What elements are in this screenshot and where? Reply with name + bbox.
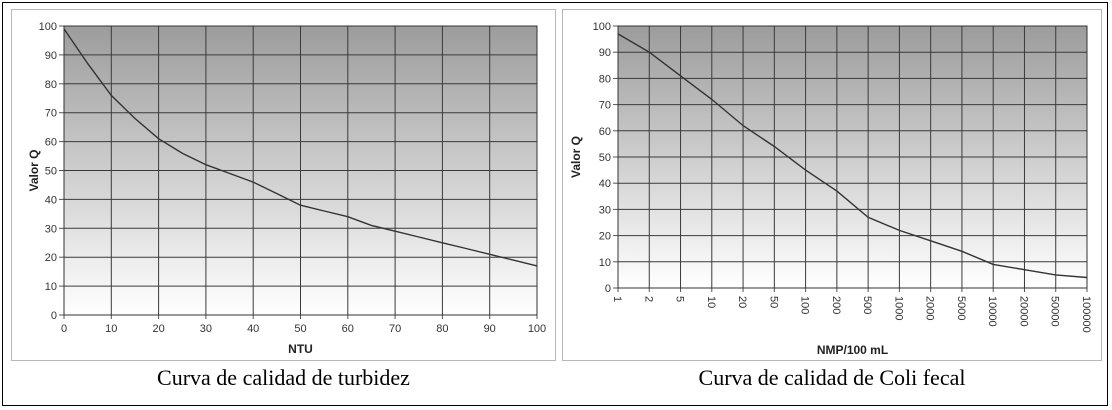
y-tick-label: 90: [599, 47, 611, 59]
y-tick-label: 40: [599, 178, 611, 190]
x-tick-label: 5: [674, 296, 686, 302]
x-tick-label: 100: [799, 296, 811, 314]
turbidity-chart: 0 10 20 30 40 50 60 70 80 90 100 0 10 20 30 40 50 60 70 80 9…: [27, 21, 546, 356]
x-tick-label: 200: [830, 296, 842, 314]
x-tick-label: 2: [642, 296, 654, 302]
y-tick-label: 0: [51, 310, 57, 322]
y-axis-title: Valor Q: [569, 136, 583, 178]
y-tick-label: 80: [599, 73, 611, 85]
x-tick-label: 60: [342, 323, 354, 335]
x-tick-label: 0: [61, 323, 67, 335]
x-axis-title: NMP/100 mL: [817, 343, 888, 357]
x-axis-title: NTU: [288, 342, 313, 356]
x-tick-label: 1: [611, 296, 623, 302]
y-tick-label: 10: [45, 281, 57, 293]
x-tick-label: 500: [861, 296, 873, 314]
y-tick-label: 70: [599, 100, 611, 112]
x-tick-label: 30: [200, 323, 212, 335]
coliform-caption: Curva de calidad de Coli fecal: [698, 365, 966, 390]
y-tick-label: 30: [599, 204, 611, 216]
y-tick-label: 100: [593, 21, 611, 33]
y-tick-label: 40: [45, 194, 57, 206]
y-tick-label: 30: [45, 223, 57, 235]
plot-border: [63, 25, 538, 316]
y-tick-label: 90: [45, 50, 57, 62]
plot-border: [617, 25, 1088, 289]
x-tick-label: 90: [484, 323, 496, 335]
y-tick-label: 100: [39, 21, 57, 33]
series-line: [617, 33, 1088, 279]
y-tick-label: 20: [45, 252, 57, 264]
y-tick-label: 60: [599, 126, 611, 138]
x-tick-label: 50: [767, 296, 779, 308]
y-tick-label: 50: [599, 152, 611, 164]
y-tick-label: 20: [599, 231, 611, 243]
x-tick-label: 10: [105, 323, 117, 335]
x-tick-label: 80: [436, 323, 448, 335]
x-tick-label: 100000: [1080, 296, 1092, 333]
series-line: [63, 28, 538, 267]
x-tick-label: 5000: [955, 296, 967, 320]
y-tick-label: 10: [599, 257, 611, 269]
x-tick-label: 10000: [986, 296, 998, 327]
x-tick-label: 100: [528, 323, 546, 335]
y-axis-title: Valor Q: [27, 149, 41, 191]
y-tick-label: 50: [45, 166, 57, 178]
turbidity-chart-panel: 0 10 20 30 40 50 60 70 80 90 100 0 10 20 30 40 50 60 70 80 9…: [11, 9, 556, 361]
x-tick-label: 50000: [1049, 296, 1061, 327]
y-tick-label: 80: [45, 79, 57, 91]
y-tick-label: 0: [605, 283, 611, 295]
x-tick-label: 20: [736, 296, 748, 308]
x-tick-label: 2000: [924, 296, 936, 320]
turbidity-caption: Curva de calidad de turbidez: [157, 365, 410, 390]
coliform-chart-panel: 0 10 20 30 40 50 60 70 80 90 100 1 2 5 10 20 50 100 200 500…: [562, 9, 1102, 361]
y-tick-label: 70: [45, 108, 57, 120]
x-tick-label: 10: [705, 296, 717, 308]
coliform-chart: 0 10 20 30 40 50 60 70 80 90 100 1 2 5 10 20 50 100 200 500…: [569, 21, 1092, 357]
x-tick-label: 20000: [1017, 296, 1029, 327]
x-tick-label: 20: [152, 323, 164, 335]
x-tick-label: 70: [389, 323, 401, 335]
x-tick-label: 1000: [892, 296, 904, 320]
x-tick-label: 50: [294, 323, 306, 335]
x-tick-label: 40: [247, 323, 259, 335]
y-tick-label: 60: [45, 137, 57, 149]
